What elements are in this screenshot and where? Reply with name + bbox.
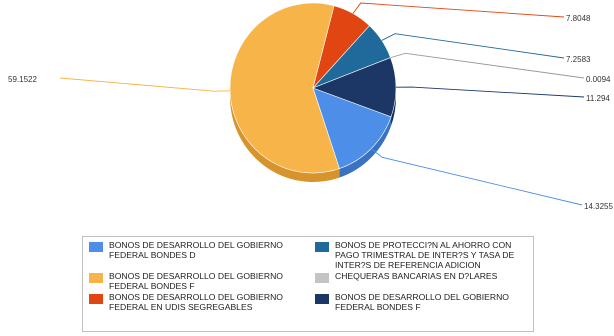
value-label: 11.294: [586, 94, 610, 103]
leader-line: [352, 2, 565, 18]
legend-swatch: [89, 294, 103, 304]
legend-swatch: [89, 242, 103, 252]
pie-chart: 14.3255 59.1522 7.8048 7.2583 0.0094 11.294: [8, 2, 613, 211]
pie-slice-side: [339, 116, 392, 178]
legend-item-bondes-f: BONOS DE DESARROLLO DEL GOBIERNO FEDERAL…: [89, 271, 315, 291]
legend-swatch: [89, 273, 103, 283]
legend-label: BONOS DE DESARROLLO DEL GOBIERNO FEDERAL…: [109, 240, 283, 260]
leader-line: [390, 52, 585, 79]
leader-line: [59, 77, 231, 92]
leader-line: [395, 86, 585, 98]
pie-slice: [312, 87, 392, 169]
legend-label: CHEQUERAS BANCARIAS EN D?LARES: [335, 271, 498, 281]
legend-item-bondes-f-2: BONOS DE DESARROLLO DEL GOBIERNO FEDERAL…: [315, 292, 537, 312]
legend-label: BONOS DE DESARROLLO DEL GOBIERNO FEDERAL…: [335, 292, 509, 312]
pie-depth: [230, 88, 396, 183]
pie-slice-side: [230, 88, 340, 183]
value-label: 7.8048: [566, 14, 591, 23]
legend-item-proteccion-ahorro: BONOS DE PROTECCI?N AL AHORRO CON PAGO T…: [315, 240, 537, 270]
pie-slice-side: [391, 88, 396, 126]
legend-item-bondes-d: BONOS DE DESARROLLO DEL GOBIERNO FEDERAL…: [89, 240, 315, 270]
value-label: 14.3255: [584, 202, 613, 211]
pie-slices: [229, 2, 397, 174]
value-label: 59.1522: [8, 75, 37, 84]
leader-line: [370, 148, 583, 206]
legend-label: BONOS DE DESARROLLO DEL GOBIERNO FEDERAL…: [109, 271, 283, 291]
legend-item-chequeras: CHEQUERAS BANCARIAS EN D?LARES: [315, 271, 537, 291]
value-label: 0.0094: [586, 75, 611, 84]
legend-label: BONOS DE PROTECCI?N AL AHORRO CON PAGO T…: [335, 240, 515, 270]
legend-label: BONOS DE DESARROLLO DEL GOBIERNO FEDERAL…: [109, 292, 283, 312]
legend-swatch: [315, 242, 329, 252]
legend-swatch: [315, 273, 329, 283]
legend-swatch: [315, 294, 329, 304]
chart-legend: BONOS DE DESARROLLO DEL GOBIERNO FEDERAL…: [82, 236, 534, 332]
leader-line: [381, 33, 565, 59]
legend-item-udis-segregables: BONOS DE DESARROLLO DEL GOBIERNO FEDERAL…: [89, 292, 315, 312]
value-label: 7.2583: [566, 55, 591, 64]
